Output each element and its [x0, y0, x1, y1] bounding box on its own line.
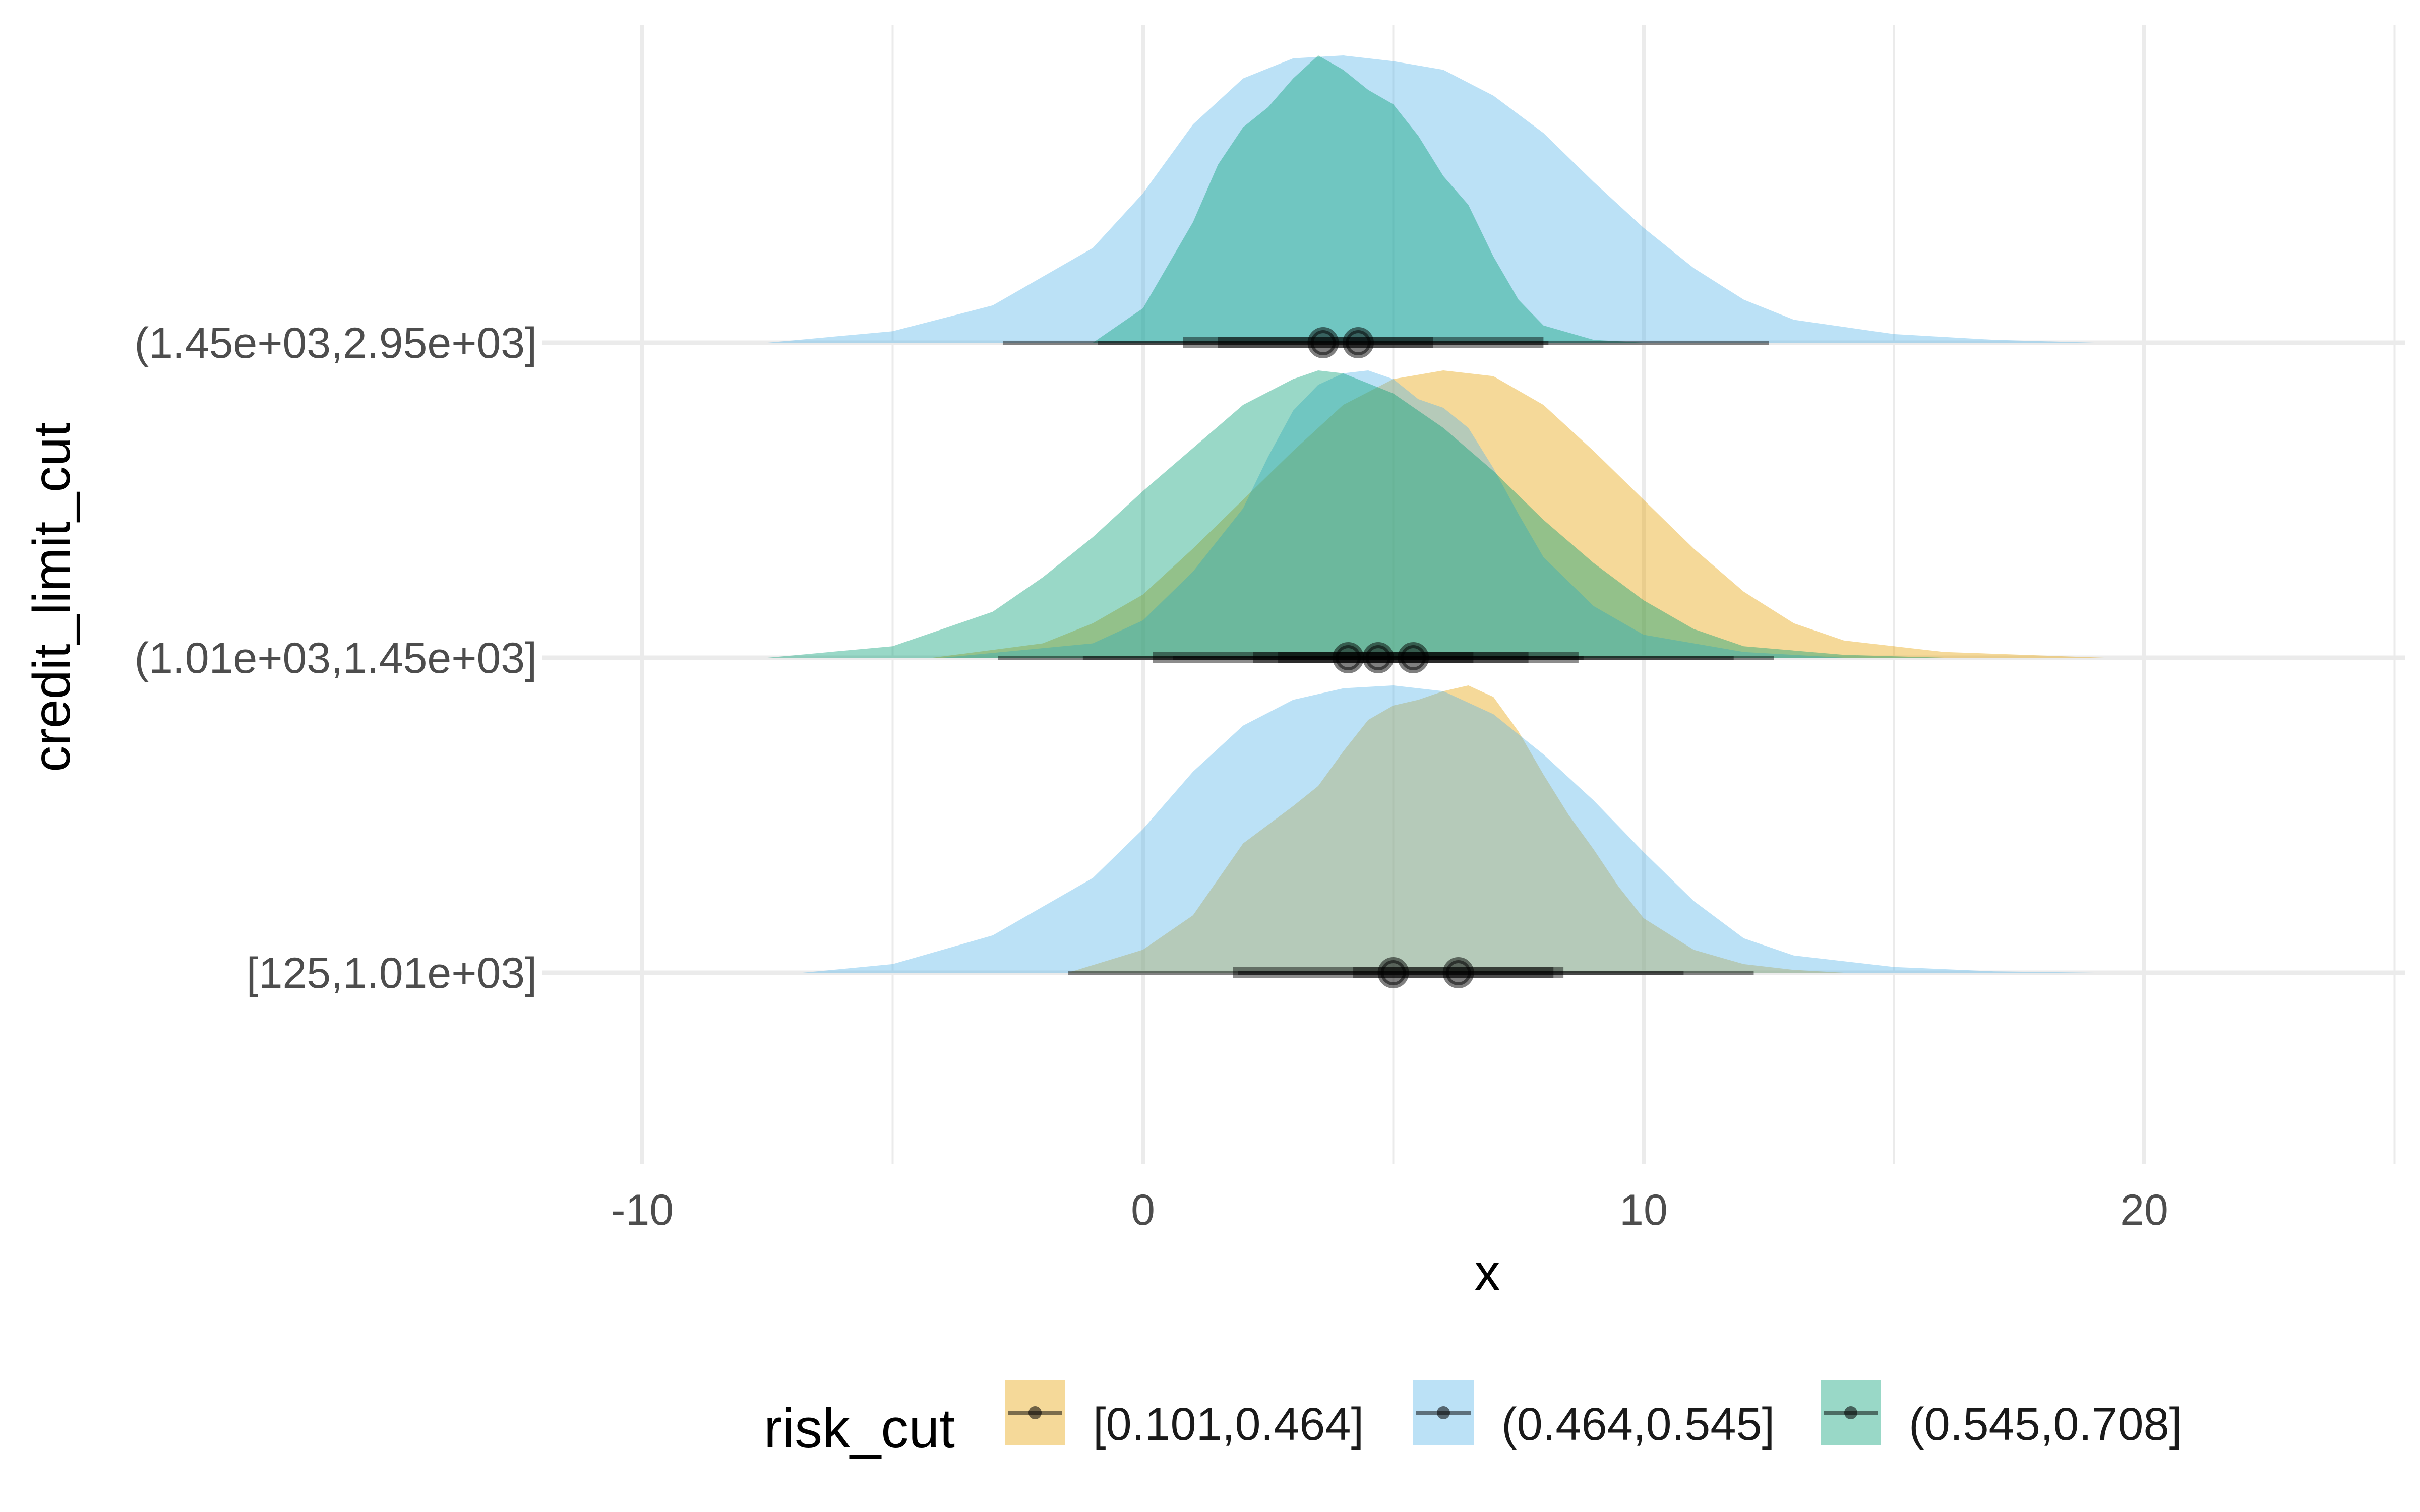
legend-label: (0.545,0.708] — [1909, 1399, 2182, 1450]
legend-title: risk_cut — [764, 1398, 955, 1460]
legend: risk_cut [0.101,0.464] (0.464,0.545] (0.54… — [764, 1380, 2182, 1460]
median-point — [1362, 642, 1394, 673]
x-tick-label: 20 — [2120, 1186, 2168, 1234]
density-area — [932, 370, 2104, 658]
y-tick-label: (1.01e+03,1.45e+03] — [134, 634, 537, 682]
legend-label: (0.464,0.545] — [1501, 1399, 1775, 1450]
axes: -10 0 10 20 [125,1.01e+03] (1.01e+03,1.45e+03… — [134, 319, 2168, 1234]
median-point — [1398, 642, 1429, 673]
legend-label: [0.101,0.464] — [1093, 1399, 1364, 1450]
legend-item: (0.464,0.545] — [1413, 1380, 1775, 1450]
density-area — [802, 685, 2094, 973]
y-tick-label: [125,1.01e+03] — [247, 949, 537, 997]
y-tick-label: (1.45e+03,2.95e+03] — [134, 319, 537, 367]
legend-key-point — [1028, 1406, 1042, 1419]
median-point — [1342, 327, 1374, 358]
median-point — [1377, 957, 1409, 988]
density-area — [942, 370, 1844, 658]
interval-bars — [998, 327, 1774, 988]
x-tick-label: 0 — [1131, 1186, 1155, 1234]
density-area — [767, 370, 1944, 658]
density-area — [767, 55, 2094, 343]
legend-key-point — [1844, 1406, 1857, 1419]
legend-item: [0.101,0.464] — [1005, 1380, 1364, 1450]
median-point — [1307, 327, 1339, 358]
median-point — [1333, 642, 1364, 673]
median-point — [1442, 957, 1474, 988]
density-area — [1093, 55, 1644, 343]
x-tick-label: 10 — [1619, 1186, 1668, 1234]
legend-key-point — [1437, 1406, 1450, 1419]
x-axis-title: x — [1474, 1243, 1500, 1302]
x-tick-label: -10 — [611, 1186, 674, 1234]
y-axis-title: credit_limit_cut — [23, 422, 81, 772]
density-area — [1068, 685, 1844, 973]
legend-item: (0.545,0.708] — [1821, 1380, 2182, 1450]
density-curves — [767, 55, 2104, 973]
